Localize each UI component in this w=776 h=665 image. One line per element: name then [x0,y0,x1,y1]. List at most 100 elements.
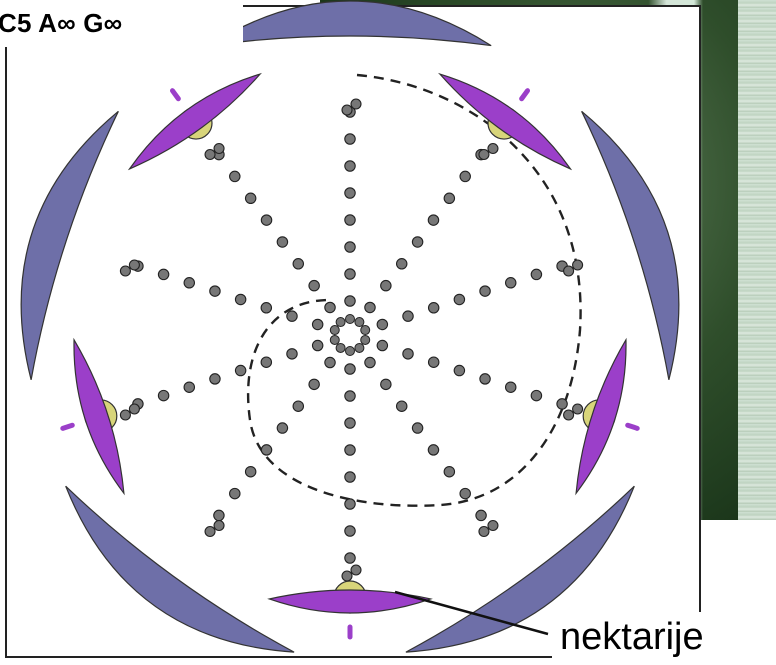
petal-spur [625,422,640,431]
stamen-dot [292,258,305,270]
stamen-dot [260,356,273,368]
petal-spur [60,422,75,431]
stamen-dot [479,285,491,297]
stamen-dot [344,133,356,145]
stamen-dot [286,348,298,360]
stamen-dot [364,301,376,314]
stamen-dot [229,170,241,183]
stamen-dot [286,310,298,322]
stamen-dot [183,277,196,289]
stamen-dot [411,422,424,434]
stamen-dot [459,170,471,183]
stamen-dot [119,265,131,277]
stamen-dot [213,509,225,522]
stamen-dot [229,487,241,500]
sepal [20,110,119,380]
carpel-boundary-line [246,73,582,507]
pointer-line [394,590,549,636]
stamen-dot [344,471,356,483]
sepal [405,485,635,653]
sepal [581,110,680,380]
stamen-dot [427,302,440,314]
stamen-dot [204,525,216,538]
stamen-dot [478,148,490,161]
carpel-dot [354,342,365,353]
stamen-dot [128,403,140,415]
organs [119,98,584,582]
stamen-dot [260,214,273,226]
carpel-dot [345,346,355,356]
stamen-dot [563,409,575,421]
nectary-label-box: nektarije [552,612,776,665]
stamen-dot [344,268,356,280]
stamen-dot [276,422,289,434]
stamen-dot [324,301,336,314]
stamen-dot [344,444,356,456]
carpel-dot [335,342,346,353]
stamen-dot [530,268,543,281]
stamen-dot [556,398,568,410]
stamen-dot [209,285,221,297]
carpel-dot [335,317,346,328]
sepal [65,485,295,653]
carpel-dot [329,325,340,336]
stamen-dot [344,295,356,307]
stamen-dot [244,192,257,205]
stamen-dot [128,259,140,271]
floral-formula: C5 A∞ G∞ [0,8,123,38]
stamen-dot [479,373,491,385]
stamen-dot [260,444,273,456]
petals [60,72,640,640]
stamen-dot [344,187,356,199]
stamen-dot [308,378,320,391]
stamen-dot [344,160,356,172]
stamen-dot [478,525,490,538]
petal [73,337,125,496]
stamen-dot [364,356,376,369]
carpel-dot [360,325,371,336]
stamen-dot [292,400,305,412]
petal [267,589,433,614]
stamen-dot [204,148,216,161]
stamen-dot [234,293,247,306]
nectary-label: nektarije [560,616,704,658]
stamen-dot [530,389,543,402]
stamen-dot [380,378,392,391]
stamen-dot [411,236,424,248]
stamen-dot [402,310,414,322]
stamen-dot [344,241,356,253]
stamen-dot [427,356,440,368]
carpel-dot [354,317,365,328]
stamen-dot [183,381,196,393]
stamen-dot [572,259,584,271]
stamen-dot [244,465,257,478]
petal [575,337,627,496]
stamen-dot [344,417,356,429]
stamen-dot [453,364,466,377]
sepals [20,0,680,653]
petal-spur [169,88,181,102]
stamen-dot [276,236,289,248]
stamen-dot [213,142,225,155]
carpel-dot [345,314,355,324]
sepal [208,0,492,47]
stamen-dot [427,444,440,456]
carpel-dot [329,334,340,345]
carpel-dot [360,334,371,345]
stamen-dot [376,339,389,352]
stamen-dot [324,356,336,369]
stamen-dot [209,373,221,385]
stem-texture [738,0,776,520]
stamen-dot [344,363,356,375]
stamen-dot [459,487,471,500]
stamen-dot [380,279,392,292]
stamen-dot [311,318,324,331]
stamen-dot [402,348,414,360]
stamen-dot [157,268,170,281]
stamen-dot [344,525,356,537]
petal [127,72,262,171]
stamen-dot [234,364,247,377]
stamen-dot [427,214,440,226]
carpel-boundary [246,73,582,507]
